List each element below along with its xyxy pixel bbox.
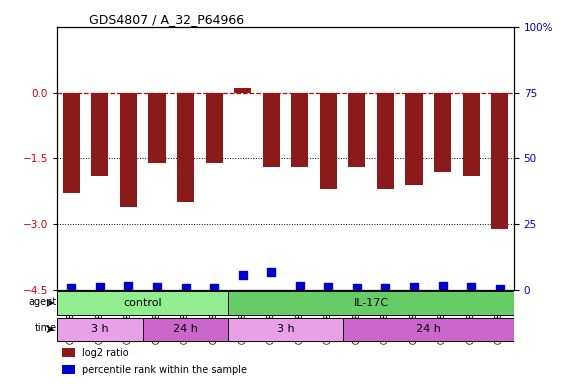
Point (295, 283, 304, 290)
Point (124, 283, 133, 290)
Point (95, 284, 104, 290)
Point (210, 285, 219, 291)
Text: agent: agent (29, 297, 57, 307)
Bar (491, 93, 508, 228)
Point (238, 272, 247, 278)
Bar (234, 88, 251, 93)
Text: 24 h: 24 h (416, 324, 441, 334)
Bar (206, 93, 223, 163)
Point (352, 285, 361, 291)
Text: 3 h: 3 h (277, 324, 294, 334)
Point (409, 284, 419, 290)
Text: GDS4807 / A_32_P64966: GDS4807 / A_32_P64966 (89, 13, 244, 26)
Bar (434, 93, 451, 172)
Point (495, 286, 504, 292)
Point (438, 283, 447, 290)
Text: log2 ratio: log2 ratio (82, 348, 129, 358)
Point (67, 285, 76, 291)
Bar (320, 93, 337, 189)
Bar (405, 93, 423, 185)
Bar (148, 93, 166, 163)
Bar (62, 348, 75, 357)
Bar (348, 93, 365, 167)
Text: 24 h: 24 h (173, 324, 198, 334)
FancyBboxPatch shape (228, 318, 343, 341)
Text: percentile rank within the sample: percentile rank within the sample (82, 364, 247, 374)
Bar (463, 93, 480, 176)
Point (267, 269, 276, 275)
Bar (63, 93, 80, 194)
Bar (120, 93, 137, 207)
Bar (91, 93, 108, 176)
Text: IL-17C: IL-17C (353, 298, 389, 308)
Point (152, 284, 162, 290)
Point (467, 284, 476, 290)
Point (324, 284, 333, 290)
Bar (62, 365, 75, 374)
FancyBboxPatch shape (228, 291, 514, 315)
Bar (377, 93, 394, 189)
Text: time: time (35, 323, 57, 333)
Bar (291, 93, 308, 167)
FancyBboxPatch shape (343, 318, 514, 341)
Point (181, 285, 190, 291)
FancyBboxPatch shape (57, 318, 143, 341)
FancyBboxPatch shape (143, 318, 228, 341)
Bar (263, 93, 280, 167)
Text: control: control (123, 298, 162, 308)
FancyBboxPatch shape (57, 291, 228, 315)
Bar (177, 93, 194, 202)
Text: 3 h: 3 h (91, 324, 108, 334)
Point (381, 285, 390, 291)
